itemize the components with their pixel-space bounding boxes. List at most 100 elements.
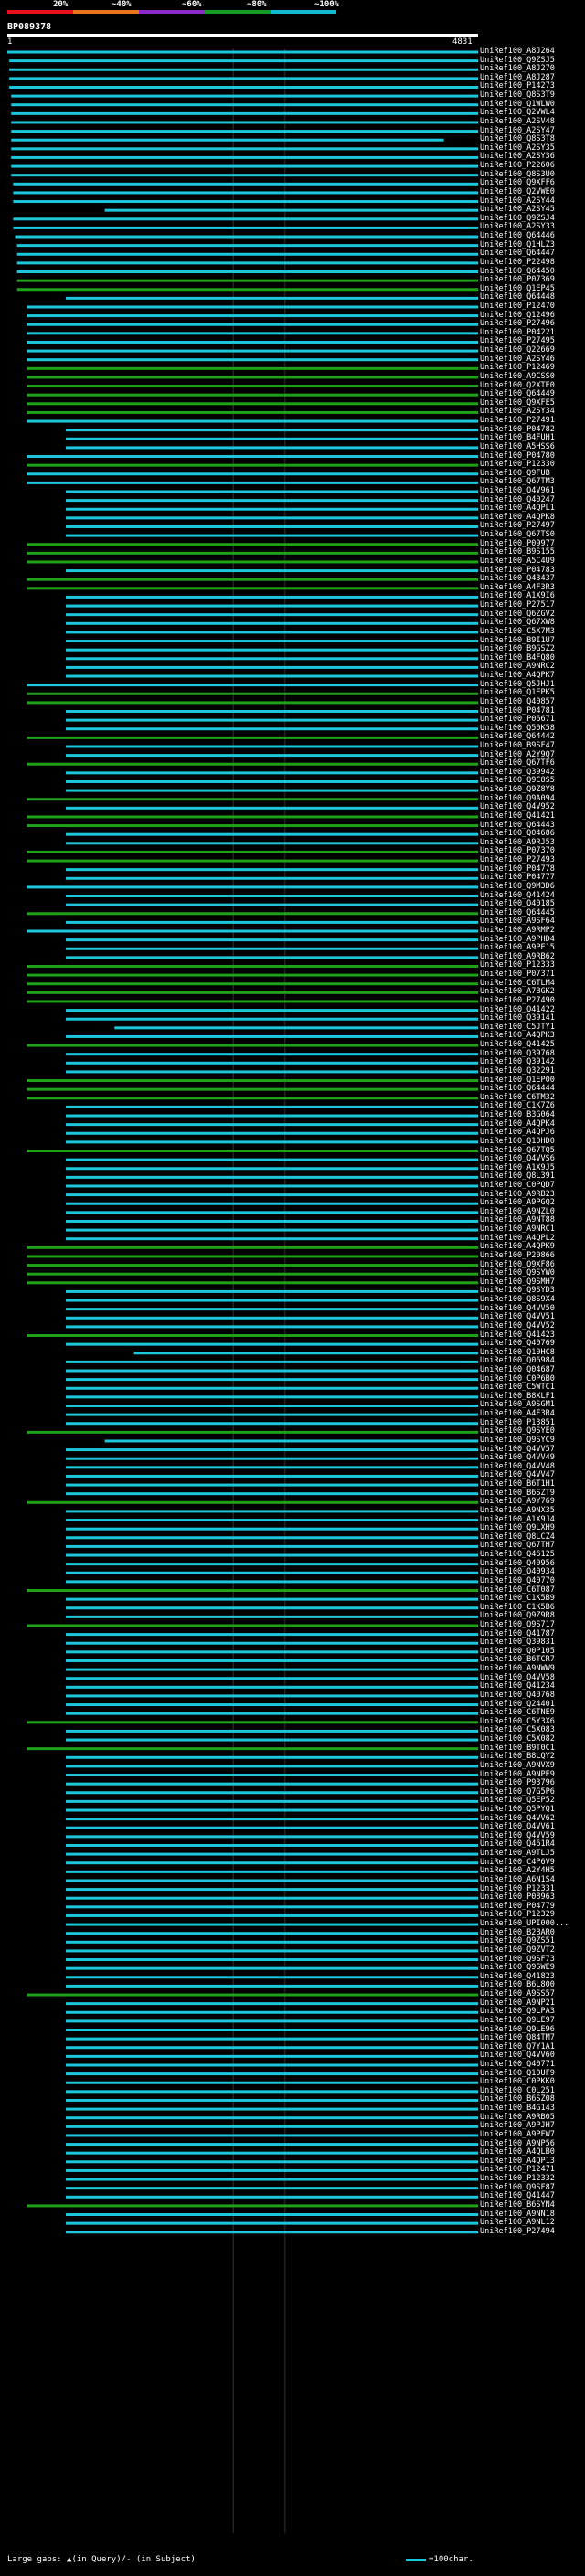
hit-bar[interactable] <box>65 595 478 599</box>
hit-label[interactable]: UniRef100_Q67TQ5 <box>480 1145 555 1155</box>
hit-bar[interactable] <box>65 1034 478 1038</box>
hit-bar[interactable] <box>65 1158 478 1161</box>
hit-label[interactable]: UniRef100_A9SF64 <box>480 917 555 927</box>
hit-label[interactable]: UniRef100_A4QPK7 <box>480 671 555 681</box>
hit-bar[interactable] <box>65 640 478 643</box>
hit-label[interactable]: UniRef100_Q64444 <box>480 1084 555 1094</box>
hit-bar[interactable] <box>65 1342 478 1346</box>
hit-label[interactable]: UniRef100_Q4VV59 <box>480 1830 555 1840</box>
hit-bar[interactable] <box>65 1070 478 1074</box>
hit-label[interactable]: UniRef100_P12469 <box>480 363 555 373</box>
hit-bar[interactable] <box>65 1123 478 1127</box>
hit-bar[interactable] <box>16 252 479 256</box>
hit-label[interactable]: UniRef100_A9PJH7 <box>480 2121 555 2131</box>
hit-label[interactable]: UniRef100_A9NP21 <box>480 1998 555 2008</box>
hit-label[interactable]: UniRef100_B8XLF1 <box>480 1391 555 1401</box>
hit-bar[interactable] <box>65 665 478 669</box>
hit-bar[interactable] <box>27 543 478 546</box>
hit-bar[interactable] <box>65 1905 478 1909</box>
hit-label[interactable]: UniRef100_Q41234 <box>480 1681 555 1691</box>
hit-bar[interactable] <box>27 824 478 828</box>
hit-bar[interactable] <box>16 288 479 292</box>
hit-bar[interactable] <box>65 1413 478 1416</box>
hit-bar[interactable] <box>27 385 478 388</box>
hit-label[interactable]: UniRef100_Q10HD0 <box>480 1136 555 1146</box>
hit-label[interactable]: UniRef100_B2BAR0 <box>480 1927 555 1937</box>
hit-label[interactable]: UniRef100_A2Y9Q7 <box>480 749 555 759</box>
hit-bar[interactable] <box>65 2187 478 2190</box>
hit-bar[interactable] <box>65 1896 478 1900</box>
hit-bar[interactable] <box>65 876 478 880</box>
hit-bar[interactable] <box>65 1774 478 1777</box>
hit-label[interactable]: UniRef100_Q46125 <box>480 1550 555 1560</box>
hit-bar[interactable] <box>27 815 478 819</box>
hit-label[interactable]: UniRef100_Q9LXH9 <box>480 1523 555 1533</box>
hit-label[interactable]: UniRef100_Q0P105 <box>480 1646 555 1656</box>
hit-bar[interactable] <box>65 604 478 608</box>
hit-label[interactable]: UniRef100_C6T087 <box>480 1585 555 1595</box>
hit-bar[interactable] <box>27 798 478 801</box>
hit-label[interactable]: UniRef100_Q9C8S5 <box>480 776 555 786</box>
hit-bar[interactable] <box>27 1272 478 1276</box>
hit-bar[interactable] <box>65 1677 478 1680</box>
hit-label[interactable]: UniRef100_Q04686 <box>480 829 555 839</box>
hit-label[interactable]: UniRef100_A9NP56 <box>480 2138 555 2148</box>
hit-label[interactable]: UniRef100_P12329 <box>480 1910 555 1920</box>
hit-bar[interactable] <box>27 1079 478 1083</box>
hit-label[interactable]: UniRef100_P04781 <box>480 705 555 716</box>
hit-bar[interactable] <box>65 1228 478 1232</box>
hit-bar[interactable] <box>65 1184 478 1188</box>
hit-bar[interactable] <box>65 868 478 872</box>
hit-label[interactable]: UniRef100_A1X9J5 <box>480 1162 555 1172</box>
hit-bar[interactable] <box>65 534 478 537</box>
hit-label[interactable]: UniRef100_A4QPK9 <box>480 1242 555 1252</box>
hit-bar[interactable] <box>11 147 478 151</box>
hit-label[interactable]: UniRef100_Q9SYE0 <box>480 1426 555 1436</box>
hit-label[interactable]: UniRef100_Q41423 <box>480 1330 555 1340</box>
hit-label[interactable]: UniRef100_A4QPL2 <box>480 1233 555 1243</box>
hit-label[interactable]: UniRef100_A2SY33 <box>480 222 555 232</box>
hit-bar[interactable] <box>104 1439 479 1443</box>
hit-bar[interactable] <box>27 1993 478 1997</box>
hit-bar[interactable] <box>27 1589 478 1592</box>
hit-bar[interactable] <box>27 701 478 705</box>
hit-bar[interactable] <box>27 1000 478 1003</box>
hit-label[interactable]: UniRef100_C1K7Z6 <box>480 1101 555 1111</box>
hit-label[interactable]: UniRef100_Q64443 <box>480 820 555 830</box>
hit-label[interactable]: UniRef100_Q1WLW0 <box>480 99 555 109</box>
hit-bar[interactable] <box>27 912 478 916</box>
hit-label[interactable]: UniRef100_Q40770 <box>480 1575 555 1585</box>
hit-label[interactable]: UniRef100_Q2XTE0 <box>480 380 555 390</box>
hit-label[interactable]: UniRef100_Q9XFE5 <box>480 398 555 408</box>
hit-label[interactable]: UniRef100_A4QPK3 <box>480 1031 555 1041</box>
hit-bar[interactable] <box>15 235 478 239</box>
hit-label[interactable]: UniRef100_Q40934 <box>480 1567 555 1577</box>
hit-bar[interactable] <box>65 1527 478 1531</box>
hit-bar[interactable] <box>65 1712 478 1715</box>
hit-label[interactable]: UniRef100_P04778 <box>480 864 555 874</box>
hit-bar[interactable] <box>65 613 478 617</box>
hit-label[interactable]: UniRef100_Q4VVS6 <box>480 1154 555 1164</box>
hit-bar[interactable] <box>27 1087 478 1091</box>
hit-bar[interactable] <box>65 771 478 775</box>
hit-label[interactable]: UniRef100_P12471 <box>480 2165 555 2175</box>
hit-bar[interactable] <box>65 2010 478 2014</box>
hit-label[interactable]: UniRef100_A9NPE9 <box>480 1769 555 1779</box>
hit-bar[interactable] <box>65 938 478 942</box>
hit-bar[interactable] <box>27 1500 478 1504</box>
hit-label[interactable]: UniRef100_A9NRC2 <box>480 662 555 672</box>
hit-bar[interactable] <box>27 578 478 581</box>
hit-label[interactable]: UniRef100_P13851 <box>480 1417 555 1427</box>
hit-bar[interactable] <box>65 1167 478 1171</box>
hit-label[interactable]: UniRef100_Q9ZS51 <box>480 1936 555 1946</box>
hit-label[interactable]: UniRef100_P12332 <box>480 2174 555 2184</box>
hit-bar[interactable] <box>65 2143 478 2147</box>
hit-label[interactable]: UniRef100_Q1EPK5 <box>480 688 555 698</box>
hit-label[interactable]: UniRef100_UPI000... <box>480 1919 569 1929</box>
hit-bar[interactable] <box>13 217 479 221</box>
hit-label[interactable]: UniRef100_B6SZ08 <box>480 2094 555 2104</box>
hit-label[interactable]: UniRef100_Q8S9X4 <box>480 1295 555 1305</box>
hit-bar[interactable] <box>65 727 478 731</box>
hit-bar[interactable] <box>13 226 479 229</box>
hit-label[interactable]: UniRef100_A8J270 <box>480 64 555 74</box>
